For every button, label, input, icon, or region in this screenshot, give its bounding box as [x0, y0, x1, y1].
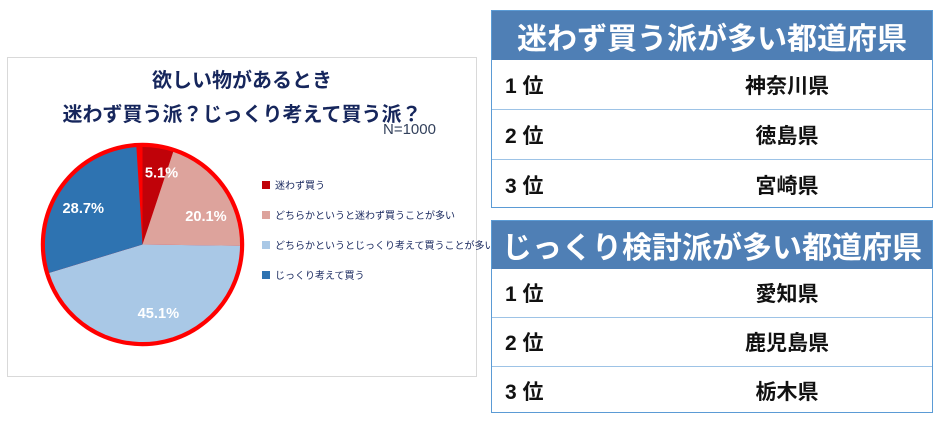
svg-text:28.7%: 28.7% — [63, 201, 104, 217]
svg-text:5.1%: 5.1% — [145, 166, 178, 182]
svg-text:20.1%: 20.1% — [185, 209, 226, 225]
svg-text:45.1%: 45.1% — [138, 306, 179, 322]
